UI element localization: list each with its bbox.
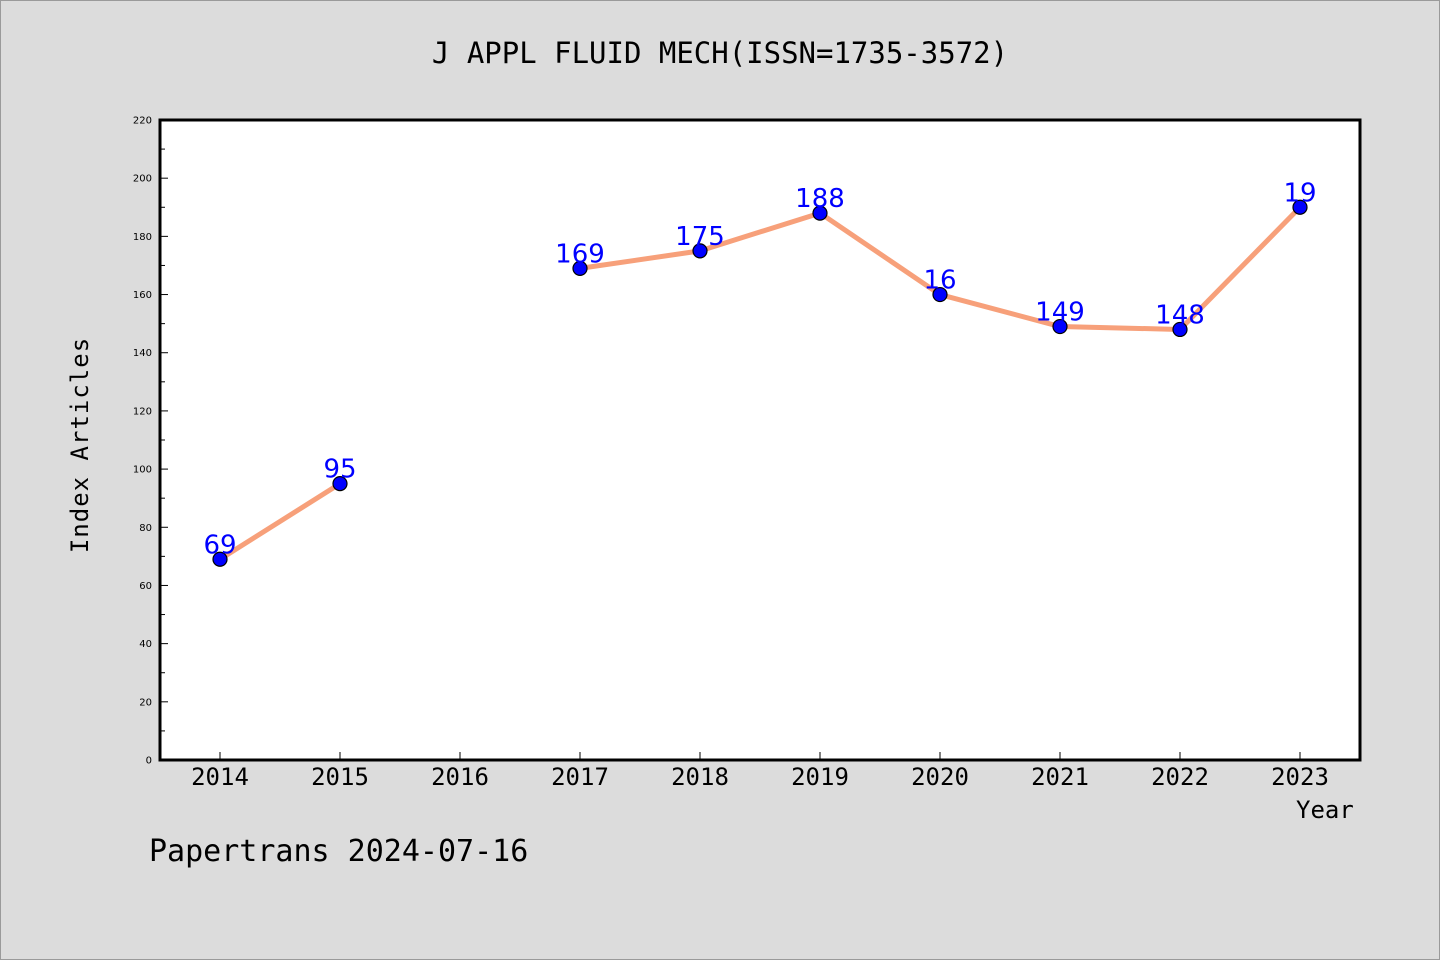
- data-label: 69: [203, 530, 236, 560]
- data-label: 95: [323, 455, 356, 485]
- plot-border: [158, 118, 1362, 762]
- y-tick-label: 140: [133, 348, 152, 359]
- x-tick-label: 2020: [911, 763, 969, 791]
- data-label: 169: [555, 239, 605, 269]
- data-label: 175: [675, 222, 725, 252]
- y-tick-label: 0: [146, 756, 152, 767]
- plot-area: [160, 120, 1360, 760]
- y-tick-label: 80: [139, 523, 152, 534]
- data-point: [932, 286, 948, 303]
- data-point: [1172, 321, 1188, 338]
- x-tick-label: 2022: [1151, 763, 1209, 791]
- y-tick-label: 100: [133, 465, 152, 476]
- x-tick-label: 2019: [791, 763, 849, 791]
- x-tick-label: 2021: [1031, 763, 1089, 791]
- x-tick-label: 2023: [1271, 763, 1329, 791]
- data-label: 188: [795, 184, 845, 214]
- x-tick-label: 2014: [191, 763, 249, 791]
- x-tick-label: 2017: [551, 763, 609, 791]
- y-tick-label: 40: [139, 639, 152, 650]
- data-point: [692, 243, 708, 259]
- data-label: 148: [1155, 300, 1205, 330]
- y-tick-label: 220: [133, 116, 152, 127]
- chart-title: J APPL FLUID MECH(ISSN=1735-3572): [431, 36, 1009, 70]
- y-tick-label: 180: [133, 232, 152, 243]
- series-line: [217, 481, 343, 562]
- x-axis-label: Year: [1296, 796, 1354, 824]
- x-tick-label: 2018: [671, 763, 729, 791]
- data-label: 16: [923, 266, 956, 296]
- data-label: 19: [1283, 178, 1316, 208]
- y-tick-label: 20: [139, 697, 152, 708]
- y-axis-label: Index Articles: [66, 336, 94, 554]
- data-point: [572, 260, 588, 276]
- y-tick-label: 120: [133, 406, 152, 417]
- data-point: [1292, 199, 1308, 215]
- y-tick-label: 200: [133, 174, 152, 185]
- y-tick-label: 160: [133, 290, 152, 301]
- footer-credit: Papertrans 2024-07-16: [149, 834, 529, 869]
- data-point: [212, 551, 228, 567]
- x-tick-label: 2016: [431, 763, 489, 791]
- data-label: 149: [1035, 298, 1085, 328]
- x-tick-label: 2015: [311, 763, 369, 791]
- data-point: [812, 205, 828, 221]
- data-point: [1052, 318, 1068, 335]
- data-point: [332, 476, 348, 492]
- y-tick-label: 60: [139, 581, 152, 592]
